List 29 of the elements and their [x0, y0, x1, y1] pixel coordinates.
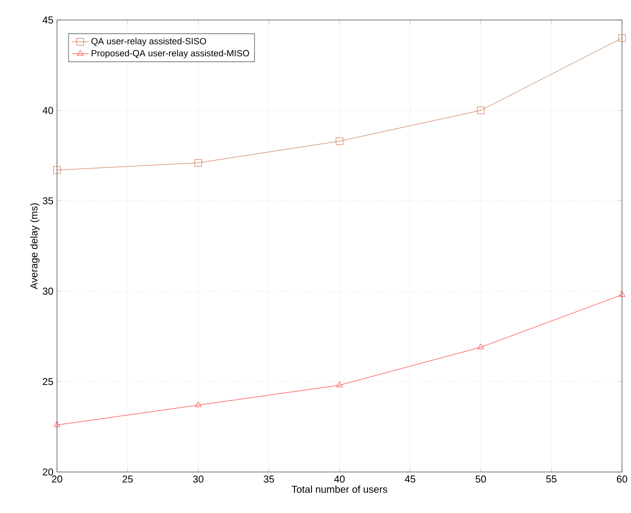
point [618, 34, 626, 42]
x-tick-label: 25 [122, 476, 133, 483]
point [53, 166, 61, 174]
point [478, 344, 484, 350]
x-tick-label: 20 [52, 476, 62, 483]
point [477, 106, 484, 114]
y-tick-label: 45 [42, 16, 54, 24]
y-tick-label: 40 [42, 106, 54, 114]
x-tick-label: 30 [193, 476, 204, 483]
x-tick-label: 50 [476, 476, 486, 483]
y-axis-title: Average delay (ms) [30, 203, 40, 290]
point [618, 291, 626, 297]
x-tick-label: 45 [404, 476, 416, 482]
point [54, 421, 60, 427]
x-tick-label: 55 [546, 476, 557, 482]
point [195, 401, 202, 408]
y-tick-label: 35 [42, 197, 54, 204]
y-tick-label: 30 [42, 288, 54, 295]
y-tick-label: 20 [42, 468, 54, 476]
x-axis-title: Total number of users [292, 485, 388, 493]
x-tick-label: 60 [616, 476, 628, 483]
legend-label: Proposed-QA user-relay assisted-MISO [92, 50, 250, 58]
y-tick-label: 25 [42, 378, 54, 386]
point [194, 159, 202, 167]
point [336, 382, 343, 388]
x-tick-label: 35 [264, 476, 274, 483]
x-tick-label: 40 [334, 476, 345, 483]
point [336, 137, 344, 145]
legend-label: QA user-relay assisted-SISO [91, 38, 206, 46]
